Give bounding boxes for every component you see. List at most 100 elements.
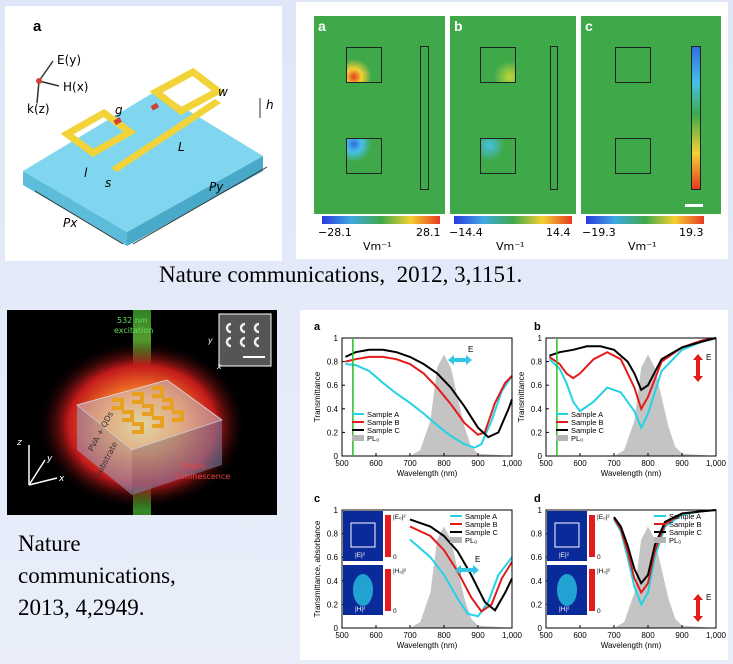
y-tick-label-c-0: 0	[334, 624, 339, 633]
field-map-a-lower-ring	[346, 138, 382, 174]
inset-h-top-label-c: |H₀|²	[393, 568, 407, 575]
colorbar-b-max: 14.4	[546, 226, 571, 239]
legend-label-d-0: Sample A	[669, 512, 701, 521]
x-tick-label-a-5: 1,000	[502, 459, 523, 468]
sem-inset-pattern	[225, 322, 260, 348]
legend-label-c-1: Sample B	[465, 520, 498, 529]
y-tick-label-d-5: 1	[538, 506, 543, 515]
series-sample-c-line-c	[409, 518, 513, 612]
colorbar-a	[322, 216, 440, 224]
dim-px-line	[34, 190, 124, 245]
legend-label-d-2: Sample C	[669, 528, 703, 537]
y-tick-label-c-1: 0.2	[327, 600, 339, 609]
polarization-label-d: E	[706, 593, 711, 602]
series-sample-a-line-a	[345, 363, 513, 449]
y-axis-label-b: Transmittance	[517, 371, 526, 422]
x-tick-label-b-1: 600	[573, 459, 587, 468]
series-sample-c-line-d	[613, 509, 717, 586]
dim-L-label: L	[178, 140, 185, 154]
legend-label-a-0: Sample A	[367, 410, 399, 419]
y-tick-label-a-5: 1	[334, 334, 339, 343]
legend-swatch-a-3	[352, 435, 364, 441]
legend-label-d-1: Sample B	[669, 520, 702, 529]
inset-e-ring-d	[554, 522, 580, 548]
inset-h-hotspot-c	[353, 574, 373, 606]
legend-label-d-3: PL₀	[669, 536, 681, 545]
axis-h-label: H(x)	[63, 80, 89, 94]
y-tick-label-d-3: 0.6	[531, 553, 543, 562]
inset-e-min-label-d: 0	[597, 554, 601, 561]
colorbar-c-min: −19.3	[582, 226, 616, 239]
dim-w-label: w	[218, 85, 228, 99]
citation-bottom: Nature communications, 2013, 4,2949.	[18, 528, 176, 624]
x-tick-label-d-1: 600	[573, 631, 587, 640]
colorbar-c-unit: Vm⁻¹	[628, 240, 657, 253]
inset-h-label-d: |H|²	[559, 606, 570, 613]
y-tick-label-a-1: 0.2	[327, 428, 339, 437]
field-map-c-upper-ring	[615, 47, 651, 83]
polarization-arrow-b	[693, 354, 703, 382]
y-tick-label-c-2: 0.4	[327, 577, 339, 586]
x-tick-label-d-2: 700	[607, 631, 621, 640]
legend-swatch-b-3	[556, 435, 568, 441]
upper-ring-gap	[150, 102, 160, 111]
upper-ring	[149, 67, 225, 116]
dim-h-label: h	[266, 98, 274, 112]
x-tick-label-d-5: 1,000	[706, 631, 727, 640]
x-tick-label-c-0: 500	[335, 631, 349, 640]
legend-label-c-2: Sample C	[465, 528, 499, 537]
inset-e-ring-c	[350, 522, 376, 548]
field-map-b-wire	[550, 46, 558, 190]
x-axis-label-a: Wavelength (nm)	[397, 469, 458, 478]
plot-frame-d	[545, 509, 717, 629]
field-map-b-upper-ring	[480, 47, 516, 83]
x-tick-label-d-4: 900	[675, 631, 689, 640]
panel-letter-d: d	[534, 493, 541, 505]
lower-ring	[60, 108, 137, 158]
field-map-a-letter: a	[318, 18, 326, 34]
x-axis-label-d: Wavelength (nm)	[601, 641, 662, 650]
slab-front-face	[23, 171, 127, 246]
axis-k-line	[36, 80, 40, 104]
plot-frame-b	[545, 337, 717, 457]
field-map-c-letter: c	[585, 18, 593, 34]
y-axis-label-a: Transmittance	[313, 371, 322, 422]
x-tick-label-a-1: 600	[369, 459, 383, 468]
inset-h-label-c: |H|²	[355, 606, 366, 613]
y-tick-label-b-5: 1	[538, 334, 543, 343]
inset-e-label-c: |E|²	[355, 552, 366, 559]
axis-origin	[36, 78, 42, 84]
inset-e-top-label-d: |E₀|²	[597, 514, 610, 521]
excitation-label-line1: 532 nm	[117, 316, 148, 325]
y-tick-label-b-4: 0.8	[531, 358, 543, 367]
series-sample-c-line-a	[344, 348, 513, 439]
axis-z-label: z	[17, 438, 22, 448]
polarization-arrow-a	[448, 355, 472, 365]
polarization-arrow-c	[455, 565, 479, 575]
dim-l-label: l	[84, 166, 88, 180]
colorbar-b	[454, 216, 572, 224]
legend-label-b-1: Sample B	[571, 418, 604, 427]
dim-s-label: s	[105, 176, 112, 190]
colorbar-b-min: −14.4	[449, 226, 483, 239]
polarization-label-b: E	[706, 353, 711, 362]
colorbar-c	[586, 216, 704, 224]
inset-h-min-label-d: 0	[597, 608, 601, 615]
field-map-a: a	[314, 16, 445, 214]
slab-right-face	[127, 156, 263, 246]
colorbar-a-max: 28.1	[416, 226, 441, 239]
legend-label-b-3: PL₀	[571, 434, 583, 443]
axis-h-line	[38, 80, 60, 87]
inset-e-map-d	[547, 511, 587, 561]
plot-frame-a	[341, 337, 513, 457]
legend-label-a-2: Sample C	[367, 426, 401, 435]
field-maps-panel: a b c −28.1 28.1 Vm⁻¹ −14.4 14.4 Vm⁻¹ −1…	[296, 2, 728, 259]
inset-e-colorbar-c	[385, 515, 391, 557]
y-tick-label-c-5: 1	[334, 506, 339, 515]
chip-side	[132, 420, 222, 495]
excitation-label-line2: excitation	[114, 326, 154, 335]
lower-ring-gap	[113, 117, 122, 126]
field-map-b-lower-ring	[480, 138, 516, 174]
x-tick-label-c-4: 900	[471, 631, 485, 640]
y-tick-label-a-4: 0.8	[327, 358, 339, 367]
